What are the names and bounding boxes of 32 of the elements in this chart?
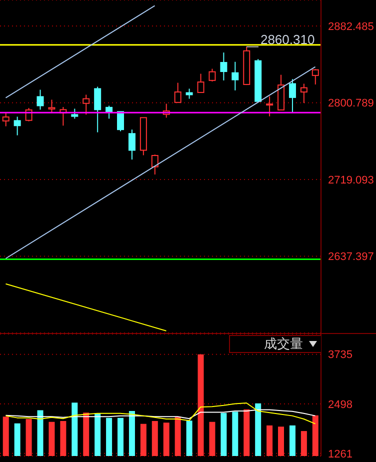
candlestick xyxy=(128,129,136,160)
candlestick xyxy=(151,154,158,175)
candlestick xyxy=(197,73,204,93)
candlestick xyxy=(82,94,90,116)
candlestick xyxy=(48,99,56,114)
candlestick xyxy=(186,88,193,100)
y-tick-label: 2800.789 xyxy=(328,98,374,110)
y-tick-label: 2498 xyxy=(328,398,352,411)
candlestick xyxy=(71,108,78,120)
candlestick xyxy=(117,111,124,132)
y-tick-label: 2882.485 xyxy=(328,20,374,33)
y-tick-label: 2637.397 xyxy=(328,251,374,264)
annotation: 2860.310 xyxy=(260,32,315,47)
candlestick xyxy=(288,78,296,114)
y-tick-label: 1261 xyxy=(328,448,352,460)
candlestick xyxy=(266,96,274,117)
candlestick xyxy=(106,105,113,120)
candlestick xyxy=(312,68,319,85)
y-tick-label: 2719.093 xyxy=(328,174,374,186)
candlestick xyxy=(232,61,239,91)
dropdown-field: 成交量 xyxy=(229,335,321,353)
candlestick xyxy=(14,116,21,136)
candlestick xyxy=(174,82,182,103)
annotation: 成交量 xyxy=(264,335,303,353)
candlestick xyxy=(300,83,308,104)
candlestick xyxy=(220,52,228,81)
y-tick-label: 3735 xyxy=(328,349,352,362)
line-series xyxy=(5,402,316,424)
candlestick xyxy=(36,89,44,110)
line-series xyxy=(5,409,316,420)
candlestick xyxy=(208,68,216,82)
candlestick xyxy=(94,86,102,133)
